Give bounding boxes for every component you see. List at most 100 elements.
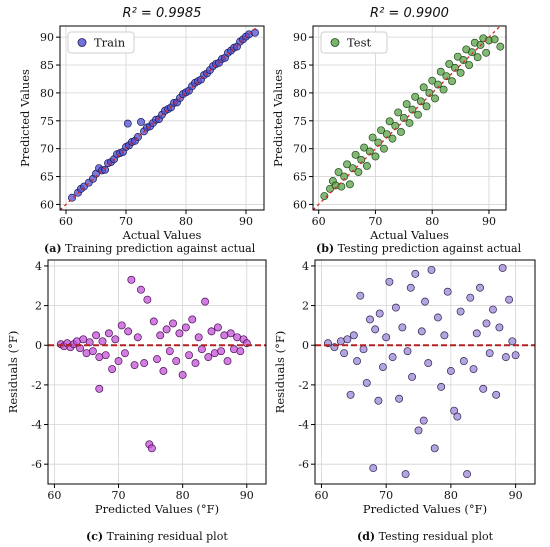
data-point bbox=[391, 303, 400, 312]
legend-label: Test bbox=[347, 36, 371, 50]
x-axis-label: Predicted Values (°F) bbox=[95, 502, 219, 516]
points-layer bbox=[48, 275, 266, 453]
y-tick-label: 90 bbox=[40, 31, 54, 44]
data-point bbox=[482, 319, 491, 328]
x-tick-label: 90 bbox=[239, 215, 253, 228]
data-point bbox=[226, 329, 235, 338]
data-point bbox=[467, 48, 476, 57]
data-point bbox=[362, 162, 371, 170]
data-point bbox=[430, 444, 439, 453]
data-point bbox=[204, 353, 213, 362]
data-point bbox=[371, 152, 380, 161]
data-point bbox=[433, 313, 442, 322]
data-point bbox=[440, 331, 449, 340]
chart-title: R² = 0.9985 bbox=[123, 6, 202, 21]
x-tick-label: 70 bbox=[119, 215, 133, 228]
y-tick-label: -6 bbox=[298, 458, 309, 471]
data-point bbox=[405, 119, 414, 127]
data-point bbox=[453, 412, 462, 421]
data-point bbox=[140, 359, 149, 368]
data-point bbox=[346, 390, 355, 399]
data-point bbox=[368, 133, 377, 142]
data-point bbox=[108, 365, 117, 373]
data-point bbox=[439, 85, 448, 94]
y-tick-label: 4 bbox=[302, 260, 309, 273]
y-axis-label: Predicted Values bbox=[18, 69, 32, 167]
data-point bbox=[207, 327, 216, 336]
data-point bbox=[137, 285, 145, 294]
x-tick-label: 70 bbox=[368, 215, 382, 228]
x-tick-label: 90 bbox=[240, 489, 254, 502]
data-point bbox=[472, 329, 481, 338]
x-tick-label: 80 bbox=[444, 489, 458, 502]
y-tick-label: 2 bbox=[302, 300, 309, 313]
reference-line bbox=[313, 26, 501, 210]
data-point bbox=[456, 307, 465, 316]
data-point bbox=[395, 394, 404, 403]
data-point bbox=[427, 265, 436, 274]
data-point bbox=[463, 470, 472, 479]
caption-b-label: (b) bbox=[316, 242, 335, 255]
data-point bbox=[492, 390, 501, 399]
data-point bbox=[414, 426, 423, 435]
data-point bbox=[349, 331, 358, 340]
x-tick-label: 60 bbox=[59, 215, 73, 228]
legend-label: Train bbox=[94, 36, 126, 50]
y-tick-label: 0 bbox=[302, 339, 309, 352]
data-point bbox=[251, 28, 259, 37]
data-point bbox=[473, 53, 482, 62]
data-point bbox=[459, 357, 468, 366]
data-point bbox=[411, 269, 420, 278]
chart-d: 60 70 80 90 -6 -4 -2 0 2 4 Predicted Values (°F) Re… bbox=[273, 259, 536, 516]
data-point bbox=[343, 335, 352, 344]
data-point bbox=[178, 371, 187, 379]
chart-b: 60 70 80 90 60 65 70 75 80 85 90 Actual Values Predi… bbox=[271, 6, 507, 242]
data-point bbox=[428, 76, 437, 85]
y-tick-label: 85 bbox=[40, 59, 54, 72]
data-point bbox=[385, 277, 394, 286]
y-tick-label: -4 bbox=[298, 419, 309, 432]
data-point bbox=[162, 325, 171, 334]
data-point bbox=[476, 283, 484, 292]
y-axis-label: Residuals (°F) bbox=[6, 331, 20, 414]
data-point bbox=[378, 363, 387, 371]
data-point bbox=[130, 361, 139, 370]
caption-a-label: (a) bbox=[44, 242, 62, 255]
data-point bbox=[194, 333, 203, 342]
data-point bbox=[79, 335, 88, 344]
points-layer bbox=[313, 26, 505, 210]
caption-d-label: (d) bbox=[357, 530, 376, 543]
data-point bbox=[388, 134, 397, 143]
data-point bbox=[490, 35, 499, 44]
data-point bbox=[236, 347, 245, 356]
data-point bbox=[334, 168, 343, 177]
data-point bbox=[356, 291, 365, 300]
points-layer bbox=[315, 263, 535, 479]
data-point bbox=[402, 100, 411, 109]
y-tick-label: 75 bbox=[40, 115, 54, 128]
data-point bbox=[380, 144, 388, 153]
data-point bbox=[127, 275, 136, 284]
plot-frame bbox=[314, 259, 536, 485]
legend-marker bbox=[77, 38, 87, 47]
data-point bbox=[153, 355, 161, 364]
data-point bbox=[98, 337, 107, 346]
data-point bbox=[422, 102, 431, 111]
legend-box bbox=[67, 31, 135, 54]
y-tick-label: 75 bbox=[293, 115, 307, 128]
data-point bbox=[443, 287, 452, 296]
plot-area bbox=[48, 260, 266, 484]
data-point bbox=[343, 160, 352, 169]
data-point bbox=[424, 359, 433, 368]
data-point bbox=[88, 347, 97, 356]
data-point bbox=[448, 77, 457, 86]
y-tick-label: 4 bbox=[35, 260, 42, 273]
data-point bbox=[456, 68, 465, 77]
data-point bbox=[217, 347, 226, 356]
data-point bbox=[159, 367, 168, 375]
data-point bbox=[408, 373, 417, 381]
data-point bbox=[403, 347, 412, 356]
data-point bbox=[397, 127, 405, 136]
data-point bbox=[124, 327, 133, 336]
caption-d-text: Testing residual plot bbox=[375, 530, 494, 543]
